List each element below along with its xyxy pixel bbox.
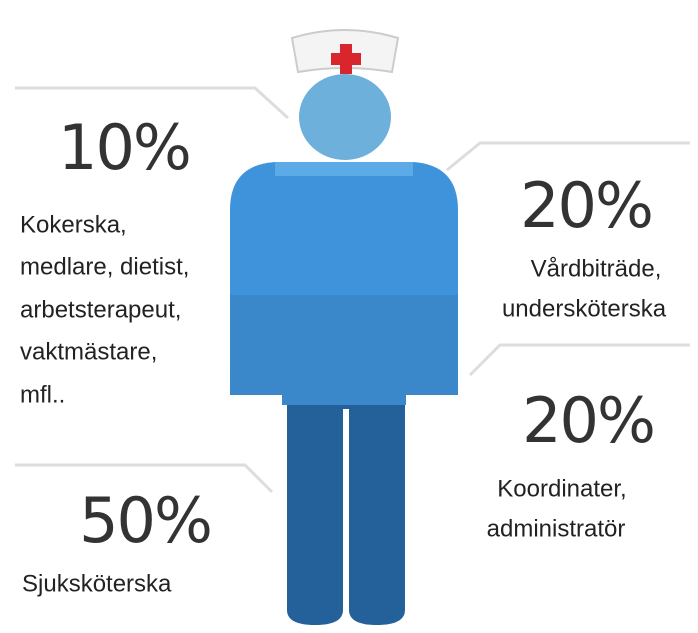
left-leg <box>287 405 343 625</box>
label: arbetsterapeut, <box>20 296 181 323</box>
connector <box>15 86 290 120</box>
label: vaktmästare, <box>20 338 157 365</box>
hand <box>230 370 282 395</box>
connectors <box>15 86 690 494</box>
connector <box>15 463 274 494</box>
label: Kokerska, <box>20 211 127 238</box>
label: Sjuksköterska <box>22 570 172 597</box>
connector <box>468 343 690 377</box>
label: Vårdbiträde, <box>531 255 662 282</box>
percent: 50% <box>79 484 211 557</box>
hip <box>287 405 405 409</box>
shoulder-band <box>275 162 413 176</box>
label: undersköterska <box>502 295 667 322</box>
label: administratör <box>487 515 626 542</box>
right-leg <box>349 405 405 625</box>
hand <box>406 370 458 395</box>
cross <box>331 53 361 65</box>
percent: 20% <box>522 384 654 457</box>
percent: 10% <box>58 111 190 184</box>
label: Koordinater, <box>497 475 626 502</box>
head <box>299 74 391 160</box>
person-figure <box>230 29 458 625</box>
torso-lower <box>282 295 406 405</box>
percent: 20% <box>520 169 652 242</box>
connector <box>446 141 690 172</box>
torso-upper <box>282 176 406 295</box>
label: medlare, dietist, <box>20 253 189 280</box>
label: mfl.. <box>20 381 65 408</box>
